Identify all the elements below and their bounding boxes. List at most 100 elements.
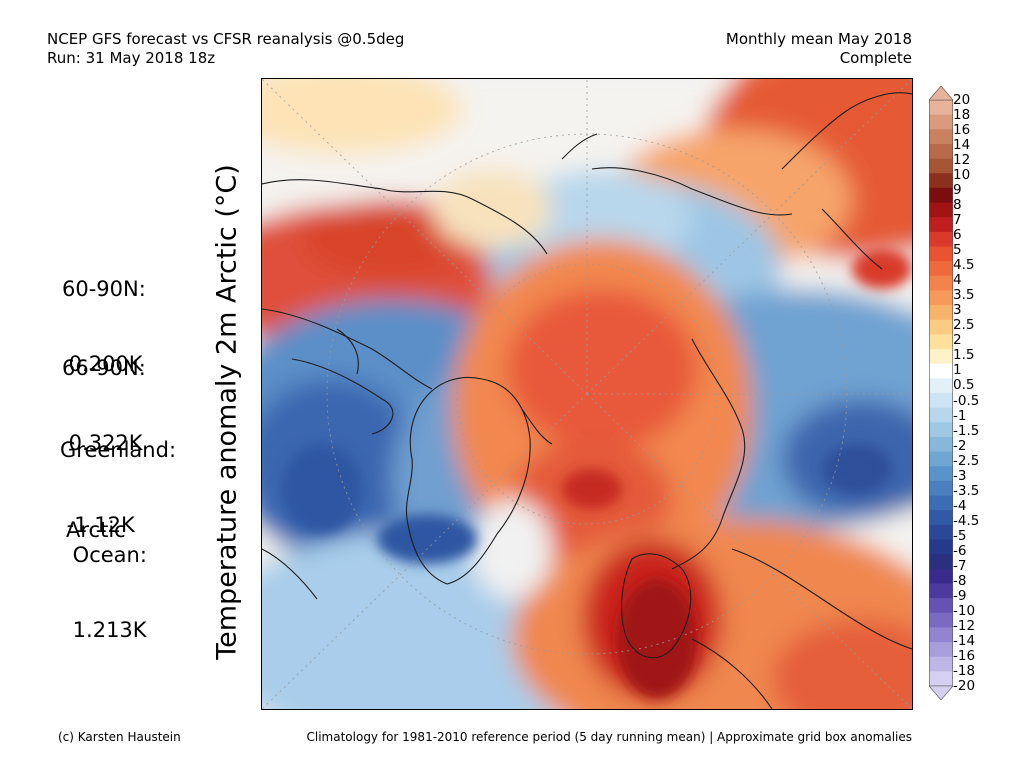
colorbar-tick-label: 6: [953, 227, 962, 244]
colorbar-swatch: [929, 393, 953, 409]
colorbar-top-arrow: [929, 86, 953, 101]
stat-label: Arctic Ocean:: [66, 518, 147, 567]
colorbar-tick-label: 2: [953, 332, 962, 349]
colorbar-swatch: [929, 290, 953, 306]
footer-credit: (c) Karsten Haustein: [58, 730, 181, 744]
colorbar-tick-label: 4: [953, 272, 962, 289]
stat-value: 1.213K: [66, 618, 147, 642]
stat-arctic-ocean: Arctic Ocean: 1.213K: [66, 468, 147, 668]
colorbar-swatch: [929, 334, 953, 350]
colorbar-swatch: [929, 495, 953, 511]
colorbar-swatch: [929, 187, 953, 204]
colorbar-swatch: [929, 466, 953, 482]
stat-66-90n: 66-90N: 0.322K: [62, 306, 146, 481]
colorbar-swatch: [929, 612, 953, 628]
stat-value: 0.322K: [62, 431, 143, 455]
colorbar-tick-label: -12: [953, 617, 976, 634]
colorbar-tick-label: 4.5: [953, 257, 975, 274]
colorbar-swatch: [929, 451, 953, 467]
colorbar-swatch: [929, 319, 953, 335]
colorbar-swatch: [929, 436, 953, 453]
colorbar-tick-label: 20: [953, 92, 971, 108]
colorbar-tick-label: 18: [953, 107, 971, 124]
colorbar-tick-label: 10: [953, 167, 971, 184]
colorbar-swatch: [929, 158, 953, 174]
colorbar-tick-label: -10: [953, 602, 976, 619]
y-axis-label: Temperature anomaly 2m Arctic (°C): [211, 164, 243, 660]
colorbar-swatch: [929, 231, 953, 247]
colorbar-tick-label: 0.5: [953, 377, 975, 394]
colorbar-tick-label: -8: [953, 572, 967, 589]
colorbar-tick-label: -0.5: [953, 392, 980, 409]
colorbar-swatch: [929, 114, 953, 130]
colorbar-tick-label: -18: [953, 662, 976, 679]
colorbar-tick-label: -14: [953, 632, 976, 649]
anomaly-map: [261, 78, 913, 710]
colorbar-swatch: [929, 378, 953, 394]
colorbar-tick-label: -3: [953, 467, 967, 484]
colorbar-swatch: [929, 202, 953, 218]
colorbar: [929, 86, 953, 700]
colorbar-tick-label: 12: [953, 152, 971, 169]
colorbar-tick-label: -7: [953, 557, 967, 574]
colorbar-swatch: [929, 422, 953, 438]
colorbar-tick-label: 1.5: [953, 347, 975, 364]
colorbar-swatch: [929, 349, 953, 365]
header-run: Run: 31 May 2018 18z: [47, 49, 216, 67]
colorbar-swatch: [929, 246, 953, 262]
colorbar-tick-label: 8: [953, 197, 962, 214]
colorbar-tick-label: -5: [953, 527, 967, 544]
colorbar-tick-label: -4: [953, 497, 967, 514]
header-right: Monthly mean May 2018 Complete: [726, 30, 912, 68]
colorbar-bottom-arrow: [929, 685, 953, 700]
colorbar-tick-label: 1: [953, 362, 962, 379]
header-period: Monthly mean May 2018: [725, 30, 912, 48]
colorbar-swatch: [929, 100, 953, 116]
colorbar-tick-label: -4.5: [953, 512, 980, 529]
colorbar-tick-label: -9: [953, 587, 967, 604]
colorbar-swatch: [929, 275, 953, 291]
header-status: Complete: [839, 49, 912, 67]
colorbar-swatch: [929, 656, 953, 672]
colorbar-tick-label: -6: [953, 542, 967, 559]
colorbar-swatch: [929, 363, 953, 379]
colorbar-tick-label: -2.5: [953, 452, 980, 469]
colorbar-swatch: [929, 642, 953, 658]
colorbar-tick-label: 9: [953, 182, 962, 199]
colorbar-tick-label: 5: [953, 242, 962, 259]
stat-value: 0.200K: [62, 352, 143, 376]
colorbar-tick-label: 3: [953, 302, 962, 319]
colorbar-tick-label: 7: [953, 212, 962, 229]
colorbar-tick-label: 16: [953, 122, 971, 139]
colorbar-swatch: [929, 671, 953, 687]
colorbar-swatch: [929, 143, 953, 160]
colorbar-tick-label: -3.5: [953, 482, 980, 499]
colorbar-tick-label: -1: [953, 407, 967, 424]
colorbar-swatch: [929, 524, 953, 540]
colorbar-swatch: [929, 129, 953, 145]
colorbar-swatch: [929, 407, 953, 423]
footer-note: Climatology for 1981-2010 reference peri…: [306, 730, 913, 744]
colorbar-swatch: [929, 173, 953, 189]
colorbar-swatch: [929, 627, 953, 643]
colorbar-swatch: [929, 217, 953, 233]
colorbar-tick-label: 3.5: [953, 287, 975, 304]
stat-label: 66-90N:: [62, 356, 146, 380]
colorbar-swatch: [929, 554, 953, 570]
stat-label: 60-90N:: [62, 277, 146, 301]
colorbar-tick-label: -20: [953, 678, 976, 694]
header-title: NCEP GFS forecast vs CFSR reanalysis @0.…: [47, 30, 405, 48]
colorbar-tick-label: -1.5: [953, 422, 980, 439]
colorbar-swatch: [929, 583, 953, 599]
map-canvas: [262, 79, 912, 709]
colorbar-swatch: [929, 598, 953, 614]
stat-value: -1.12K: [60, 513, 135, 537]
colorbar-swatch: [929, 510, 953, 526]
colorbar-swatch: [929, 305, 953, 321]
colorbar-swatch: [929, 539, 953, 555]
stat-greenland: Greenland: -1.12K: [60, 388, 176, 563]
header-left: NCEP GFS forecast vs CFSR reanalysis @0.…: [47, 30, 404, 68]
stat-60-90n: 60-90N: 0.200K: [62, 227, 146, 402]
colorbar-swatch: [929, 480, 953, 497]
colorbar-tick-label: 14: [953, 137, 971, 154]
